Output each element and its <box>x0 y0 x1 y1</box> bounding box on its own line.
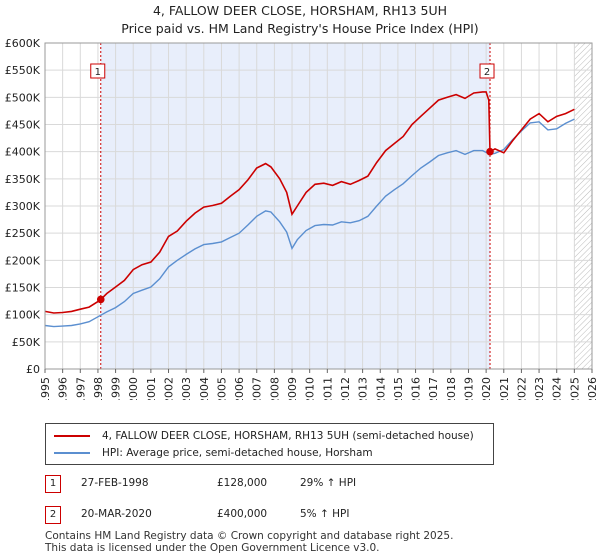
x-tick-label: 2023 <box>533 377 546 400</box>
y-tick-label: £50K <box>12 336 41 349</box>
x-tick-label: 2018 <box>445 377 458 400</box>
footer-licence: This data is licensed under the Open Gov… <box>45 542 380 554</box>
x-tick-label: 2011 <box>321 377 334 400</box>
x-tick-label: 2020 <box>480 377 493 400</box>
legend-hpi-swatch <box>54 452 90 454</box>
x-tick-label: 1995 <box>39 377 52 400</box>
x-tick-label: 2007 <box>251 377 264 400</box>
legend-property-swatch <box>54 435 90 437</box>
x-tick-label: 1999 <box>110 377 123 400</box>
legend: 4, FALLOW DEER CLOSE, HORSHAM, RH13 5UH … <box>45 423 494 465</box>
x-tick-label: 2014 <box>374 377 387 400</box>
sale-label-box <box>479 63 495 79</box>
y-tick-label: £100K <box>5 309 41 322</box>
x-tick-label: 2024 <box>551 377 564 400</box>
plot-frame <box>44 42 593 370</box>
sale-hpi-change: 5% ↑ HPI <box>300 508 350 520</box>
sale-points <box>96 147 494 304</box>
x-tick-label: 2000 <box>127 377 140 400</box>
x-tick-label: 2004 <box>198 377 211 400</box>
sale-hpi-change: 29% ↑ HPI <box>300 477 357 489</box>
x-tick-label: 2010 <box>304 377 317 400</box>
sale-number: 2 <box>45 506 61 524</box>
x-tick-label: 2025 <box>568 377 581 400</box>
y-axis-ticks: £0 £50K £100K £150K £200K £250K £300K £350K £400… <box>5 37 41 376</box>
x-tick-label: 2026 <box>586 377 599 400</box>
sale-label-box <box>90 63 106 79</box>
y-tick-label: £250K <box>5 227 41 240</box>
y-tick-label: £600K <box>5 37 41 50</box>
legend-hpi-label: HPI: Average price, semi-detached house,… <box>102 447 373 459</box>
legend-property-label: 4, FALLOW DEER CLOSE, HORSHAM, RH13 5UH … <box>102 430 474 442</box>
sale-number: 1 <box>45 475 61 493</box>
x-tick-label: 2016 <box>410 377 423 400</box>
y-tick-label: £400K <box>5 146 41 159</box>
x-tick-label: 1996 <box>57 377 70 400</box>
y-tick-label: £0 <box>26 363 40 376</box>
sale-date: 20-MAR-2020 <box>81 508 152 520</box>
x-tick-label: 2005 <box>215 377 228 400</box>
sale-point <box>486 147 494 156</box>
sale-label-text: 1 <box>95 67 101 78</box>
x-axis-ticks: 1995 1996 1997 1998 1999 2000 2001 2002 2003 2004… <box>39 369 599 400</box>
x-tick-label: 2019 <box>462 377 475 400</box>
x-tick-label: 2021 <box>498 377 511 400</box>
sale-label-text: 2 <box>484 67 490 78</box>
sale-price: £400,000 <box>217 508 268 520</box>
y-tick-label: £450K <box>5 119 41 132</box>
legend-item-hpi: HPI: Average price, semi-detached house,… <box>54 445 373 461</box>
footer-copyright: Contains HM Land Registry data © Crown c… <box>45 530 454 542</box>
chart-title-line2: Price paid vs. HM Land Registry's House … <box>121 21 479 36</box>
x-tick-label: 2012 <box>339 377 352 400</box>
x-tick-label: 2013 <box>357 377 370 400</box>
sale-point <box>96 295 105 304</box>
x-tick-label: 2008 <box>268 377 281 400</box>
x-tick-label: 1998 <box>92 377 105 400</box>
x-tick-label: 2006 <box>233 377 246 400</box>
chart-title-line1: 4, FALLOW DEER CLOSE, HORSHAM, RH13 5UH <box>152 3 448 18</box>
x-tick-label: 2022 <box>515 377 528 400</box>
legend-item-property: 4, FALLOW DEER CLOSE, HORSHAM, RH13 5UH … <box>54 428 474 444</box>
x-tick-label: 2002 <box>163 377 176 400</box>
x-tick-label: 2009 <box>286 377 299 400</box>
y-tick-label: £300K <box>5 200 41 213</box>
property-series-line <box>44 91 575 314</box>
x-tick-label: 1997 <box>74 377 87 400</box>
x-tick-label: 2017 <box>427 377 440 400</box>
y-tick-label: £350K <box>5 173 41 186</box>
sale-date: 27-FEB-1998 <box>81 477 149 489</box>
y-tick-label: £150K <box>5 282 41 295</box>
x-tick-label: 2001 <box>145 377 158 400</box>
x-tick-label: 2003 <box>180 377 193 400</box>
y-tick-label: £550K <box>5 64 41 77</box>
y-tick-label: £200K <box>5 254 41 267</box>
x-tick-label: 2015 <box>392 377 405 400</box>
sale-price: £128,000 <box>217 477 268 489</box>
y-tick-label: £500K <box>5 91 41 104</box>
